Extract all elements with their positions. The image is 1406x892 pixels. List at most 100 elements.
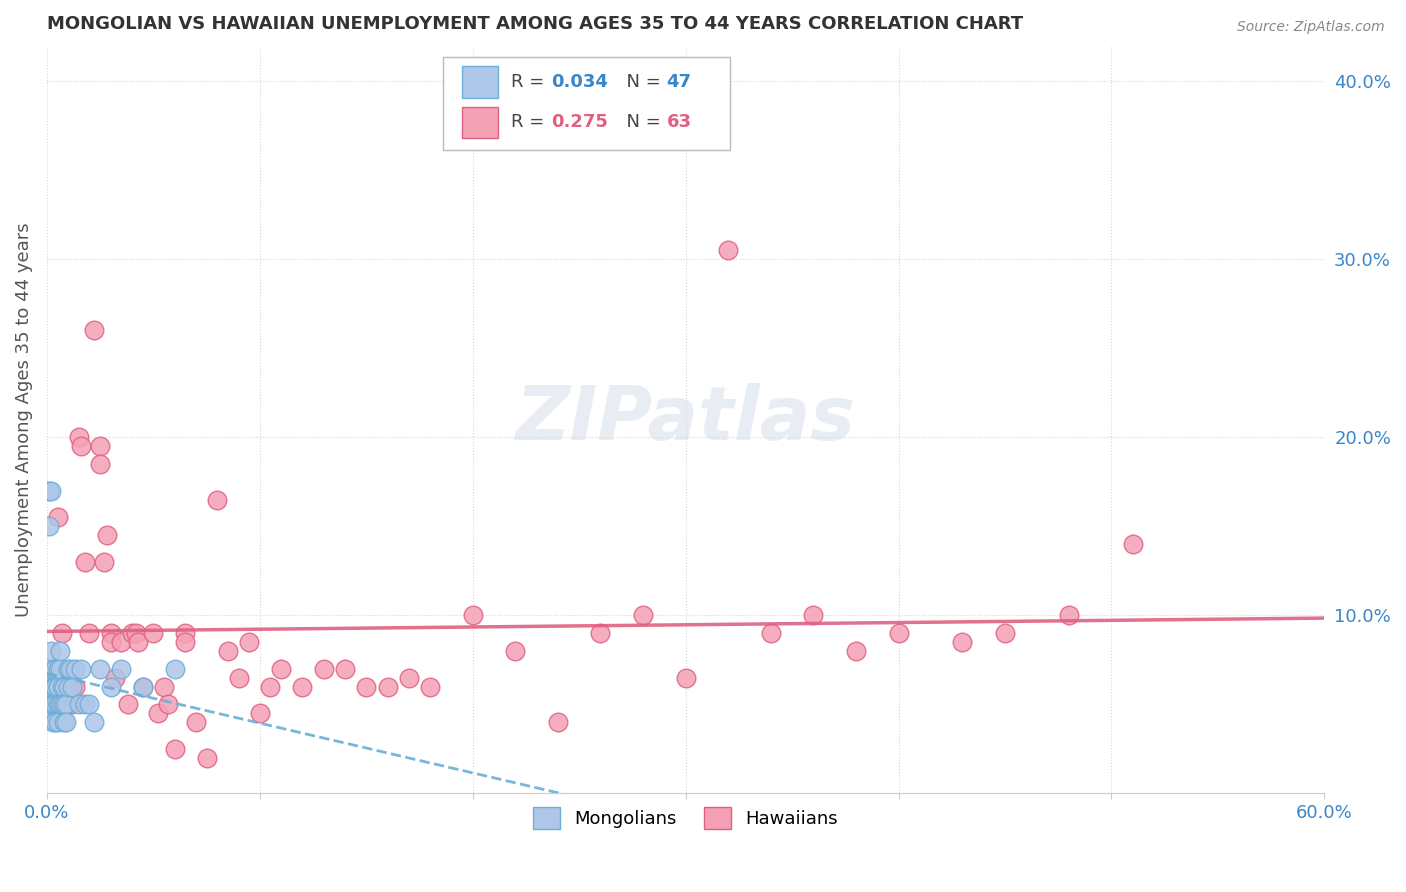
Point [89, 439, 111, 453]
Point [42, 698, 65, 712]
Point [44, 698, 66, 712]
Point [238, 635, 260, 649]
Point [174, 635, 197, 649]
Point [398, 671, 420, 685]
Point [38, 680, 60, 694]
Point [803, 608, 825, 623]
Point [1122, 537, 1144, 551]
Point [195, 750, 218, 764]
Text: R =: R = [510, 113, 550, 131]
Point [89, 662, 111, 676]
Point [217, 644, 239, 658]
Point [163, 742, 186, 756]
Point [42, 698, 65, 712]
Point [42, 662, 65, 676]
Point [55, 698, 77, 712]
Point [157, 698, 180, 712]
Point [56, 698, 79, 712]
Point [52, 680, 75, 694]
Point [48, 644, 70, 658]
Point [110, 662, 132, 676]
FancyBboxPatch shape [463, 107, 498, 138]
Point [717, 244, 740, 258]
Point [39, 483, 62, 498]
Point [887, 626, 910, 640]
Point [83, 715, 105, 730]
Point [461, 608, 484, 623]
Point [96, 528, 118, 542]
Point [51, 626, 73, 640]
Point [63, 662, 86, 676]
Point [63, 680, 86, 694]
Point [142, 626, 165, 640]
Point [174, 626, 197, 640]
Point [46, 698, 69, 712]
Legend: Mongolians, Hawaiians: Mongolians, Hawaiians [526, 800, 845, 837]
Point [356, 680, 378, 694]
Point [184, 715, 207, 730]
Point [46, 715, 69, 730]
Point [62, 698, 84, 712]
Point [46, 680, 69, 694]
Point [44, 680, 66, 694]
Point [163, 662, 186, 676]
Point [125, 626, 148, 640]
Point [589, 626, 612, 640]
Point [67, 698, 90, 712]
Point [121, 626, 143, 640]
Point [153, 680, 176, 694]
Point [56, 680, 79, 694]
Point [46, 662, 69, 676]
Point [675, 671, 697, 685]
Point [312, 662, 335, 676]
Point [59, 662, 82, 676]
Point [70, 439, 93, 453]
Point [46, 680, 69, 694]
Point [56, 680, 79, 694]
Point [127, 635, 149, 649]
Point [44, 715, 66, 730]
Point [75, 698, 97, 712]
Point [62, 680, 84, 694]
Point [419, 680, 441, 694]
Point [146, 706, 169, 721]
Text: N =: N = [616, 113, 666, 131]
Point [51, 680, 73, 694]
Point [39, 698, 62, 712]
Point [38, 519, 60, 533]
Point [89, 457, 111, 471]
Point [46, 698, 69, 712]
FancyBboxPatch shape [463, 66, 498, 97]
Point [39, 644, 62, 658]
Point [83, 324, 105, 338]
Point [377, 680, 399, 694]
Text: Source: ZipAtlas.com: Source: ZipAtlas.com [1237, 20, 1385, 34]
Point [70, 662, 93, 676]
Point [845, 644, 868, 658]
Point [249, 706, 271, 721]
Point [333, 662, 356, 676]
Point [505, 644, 527, 658]
Text: 47: 47 [666, 73, 692, 91]
Point [52, 680, 75, 694]
Point [52, 698, 75, 712]
Point [994, 626, 1017, 640]
Point [93, 555, 115, 569]
Point [42, 715, 65, 730]
Text: N =: N = [616, 73, 666, 91]
Point [259, 680, 281, 694]
Point [44, 662, 66, 676]
Point [100, 635, 122, 649]
Text: 0.034: 0.034 [551, 73, 609, 91]
Text: ZIPatlas: ZIPatlas [516, 383, 856, 456]
Point [46, 510, 69, 524]
Text: R =: R = [510, 73, 550, 91]
Point [205, 492, 228, 507]
Point [38, 483, 60, 498]
Point [42, 680, 65, 694]
Point [67, 430, 90, 444]
Point [79, 626, 101, 640]
Point [55, 715, 77, 730]
Text: MONGOLIAN VS HAWAIIAN UNEMPLOYMENT AMONG AGES 35 TO 44 YEARS CORRELATION CHART: MONGOLIAN VS HAWAIIAN UNEMPLOYMENT AMONG… [46, 15, 1024, 33]
Point [48, 698, 70, 712]
